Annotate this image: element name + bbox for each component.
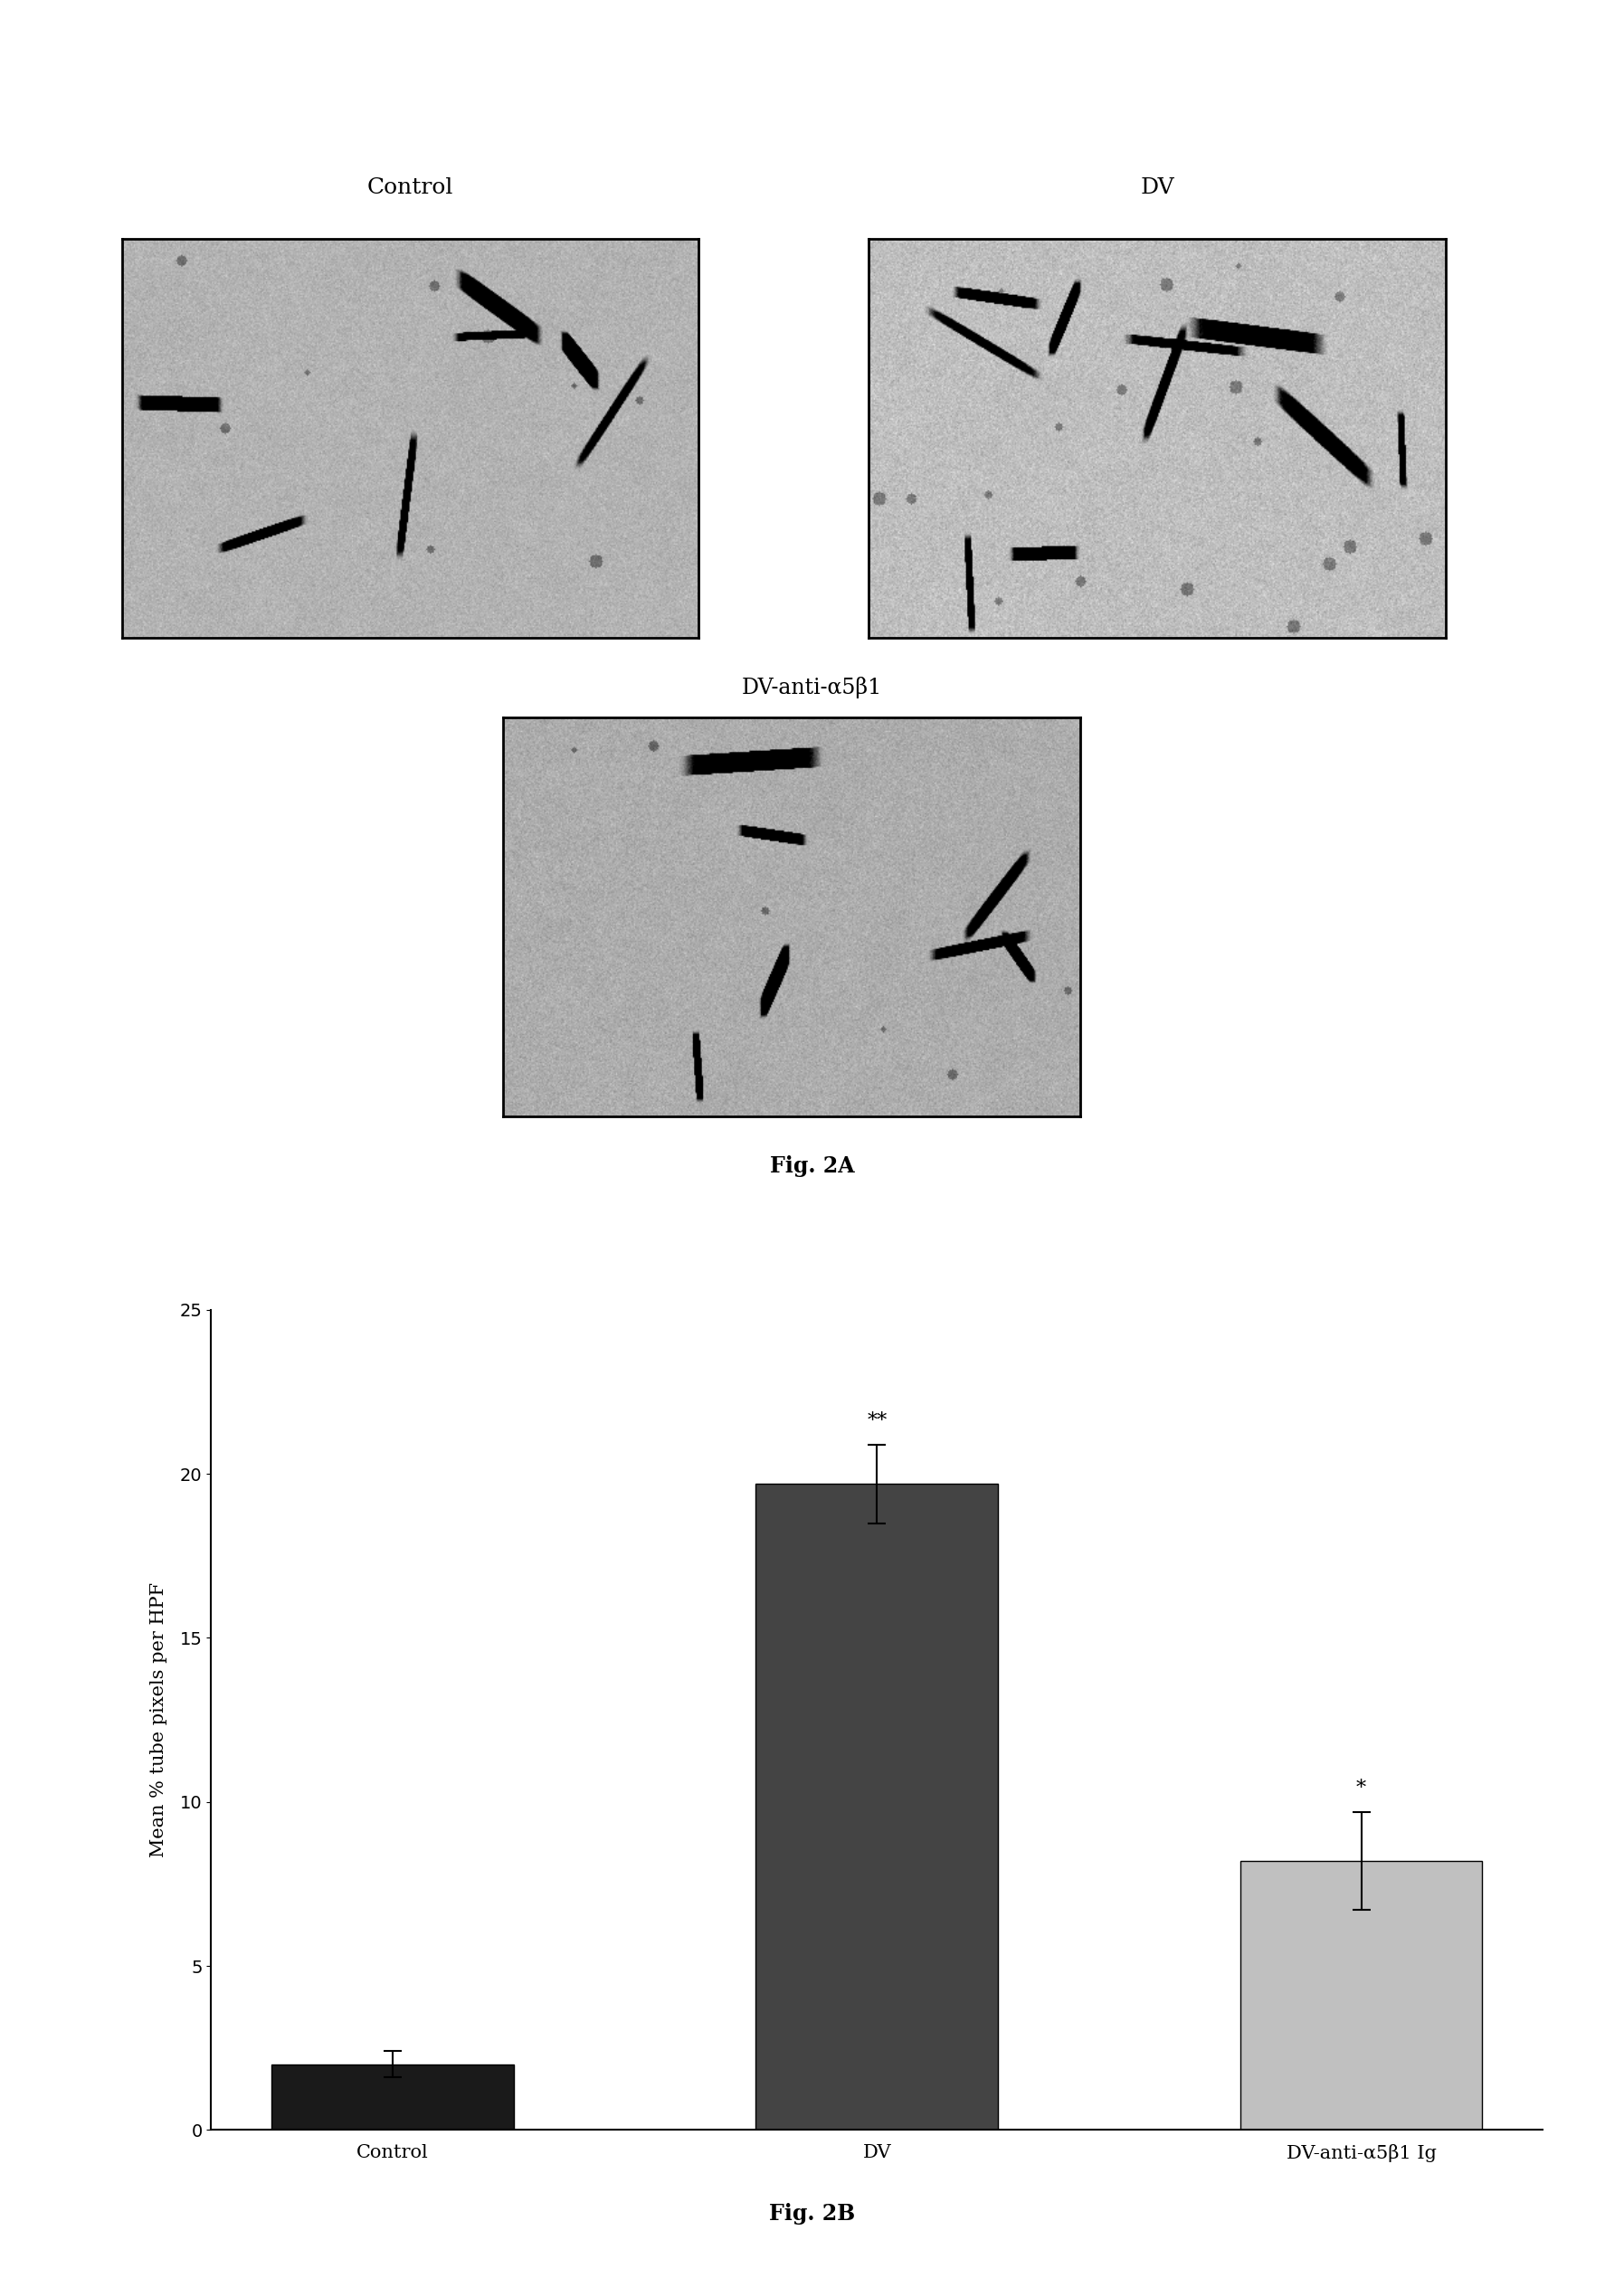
Text: Fig. 2B: Fig. 2B [770,2203,854,2226]
Text: Fig. 2A: Fig. 2A [770,1155,854,1178]
Text: *: * [1356,1779,1366,1800]
Text: DV: DV [1140,178,1174,198]
Bar [1241,1861,1483,2130]
Y-axis label: Mean % tube pixels per HPF: Mean % tube pixels per HPF [149,1583,167,1857]
Text: **: ** [867,1412,887,1431]
Text: DV-anti-α5β1: DV-anti-α5β1 [742,677,882,699]
Text: Control: Control [367,178,453,198]
Bar [755,1483,999,2130]
Bar [271,2064,513,2130]
